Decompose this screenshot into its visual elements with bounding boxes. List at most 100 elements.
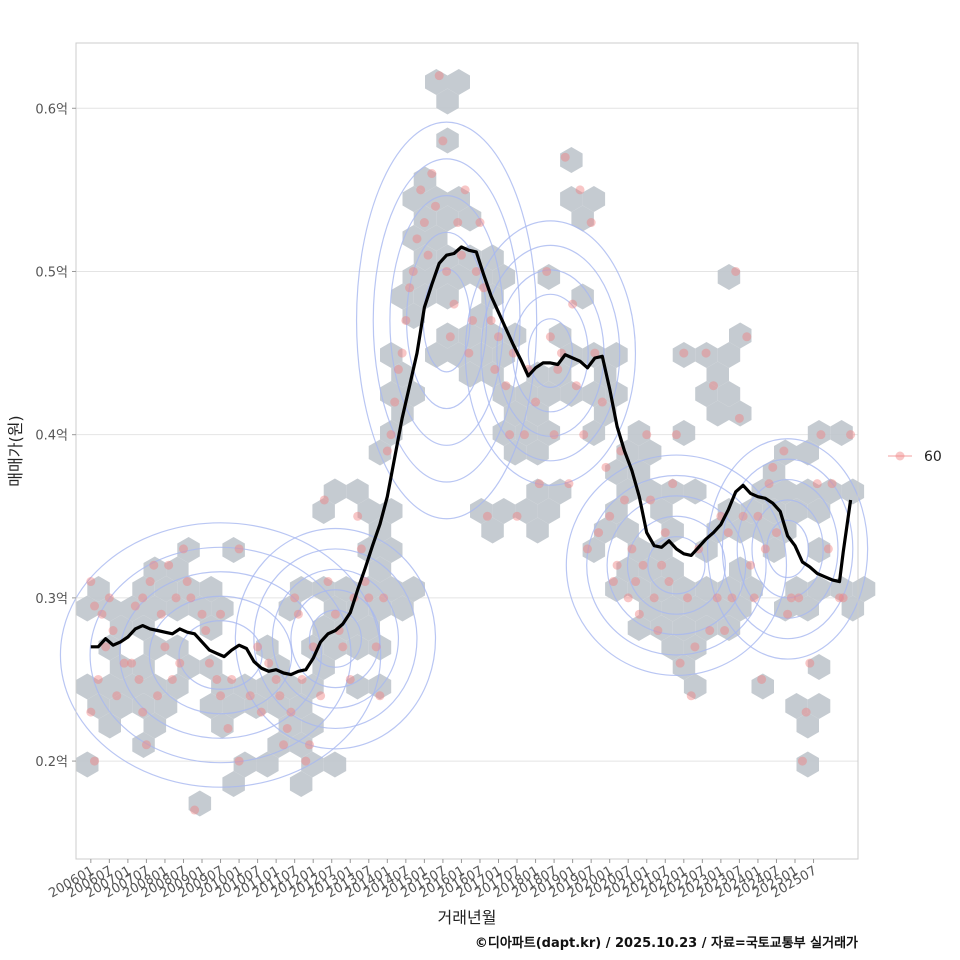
transaction-point — [90, 756, 100, 766]
hexbin-cell — [774, 478, 797, 505]
hexbin-cell — [672, 342, 696, 368]
transaction-point — [138, 707, 148, 717]
transaction-point — [471, 266, 481, 276]
plot-frame — [75, 42, 859, 860]
hexbin-cell — [368, 556, 392, 583]
hexbin-cell — [447, 342, 470, 368]
hexbin-cell — [143, 673, 167, 700]
hexbin-cell — [638, 478, 662, 505]
hexbin-cell — [807, 498, 831, 524]
hexbin-cell — [729, 517, 752, 544]
hexbin-cell — [87, 693, 110, 719]
hexbin-cell — [605, 342, 628, 368]
transaction-point — [427, 169, 437, 179]
transaction-point — [282, 723, 292, 733]
transaction-point — [679, 348, 689, 358]
hexbin-cell — [346, 673, 369, 700]
transaction-point — [234, 544, 244, 554]
hexbin-cell — [301, 712, 324, 739]
transaction-point — [204, 658, 214, 668]
hexbin-cell — [413, 205, 437, 232]
contour-line — [751, 499, 824, 599]
transaction-point — [256, 707, 266, 717]
hexbin-cell — [199, 654, 223, 680]
transaction-point — [438, 136, 448, 146]
transaction-point — [797, 756, 807, 766]
transaction-point — [308, 642, 318, 652]
hexbin-cell — [436, 283, 459, 310]
hexbin-cell — [729, 322, 752, 349]
hexbin-cell — [785, 693, 808, 719]
transaction-point — [468, 315, 478, 325]
hexbin-cell — [762, 537, 786, 563]
transaction-point — [216, 691, 226, 701]
transaction-point — [623, 593, 633, 603]
transaction-point — [634, 609, 644, 619]
hexbin-cell — [289, 771, 313, 797]
transaction-point — [671, 430, 681, 440]
transaction-point — [449, 299, 459, 309]
transaction-point — [253, 642, 263, 652]
hexbin-cell — [537, 420, 561, 446]
hexbin-cell — [188, 595, 212, 622]
transaction-point — [582, 544, 592, 554]
transaction-point — [749, 593, 759, 603]
transaction-point — [182, 577, 192, 587]
transaction-point — [675, 658, 685, 668]
hexbin-cell — [87, 576, 110, 602]
hexbin-cell — [380, 381, 403, 407]
hexbin-cell — [672, 420, 696, 446]
transaction-point — [482, 511, 492, 521]
hexbin-cell — [323, 478, 347, 505]
transaction-point — [160, 642, 170, 652]
contour-line — [59, 522, 382, 788]
hexbin-cell — [807, 693, 831, 719]
hexbin-cell — [380, 576, 403, 602]
transaction-point — [216, 609, 226, 619]
hexbin-cell — [121, 595, 144, 622]
transaction-point — [823, 544, 833, 554]
hexbin-cell — [762, 459, 786, 485]
transaction-point — [301, 756, 311, 766]
transaction-point — [805, 658, 815, 668]
hexbin-cell — [796, 439, 819, 466]
transaction-point — [286, 707, 296, 717]
hexbin-cell — [199, 615, 223, 641]
transaction-point — [164, 560, 174, 570]
transaction-point — [104, 593, 114, 603]
transaction-point — [683, 593, 693, 603]
hexbin-cell — [391, 595, 414, 622]
transaction-point — [86, 577, 96, 587]
hexbin-cell — [717, 342, 741, 368]
hexbin-cell — [627, 420, 651, 446]
contour-line — [586, 474, 767, 656]
hexbin-cell — [672, 576, 696, 602]
hexbin-cell — [515, 498, 538, 524]
hexbin-cell — [436, 88, 459, 115]
hexbin-cell — [402, 303, 425, 329]
hexbin-cell — [819, 478, 842, 505]
transaction-point — [201, 626, 211, 636]
hexbin-cell — [425, 225, 448, 251]
hexbin-cell — [672, 654, 696, 680]
transaction-point — [494, 332, 504, 342]
hexbin-cell — [695, 576, 718, 602]
hexbin-cell — [593, 517, 617, 544]
hexbin-cell — [346, 595, 369, 622]
contour-line — [271, 568, 400, 709]
hexbin-cell — [222, 537, 245, 563]
transaction-point — [590, 348, 600, 358]
hexbin-cell — [717, 381, 741, 407]
hexbin-cell — [413, 166, 437, 193]
transaction-point — [560, 152, 570, 162]
transaction-point — [382, 446, 392, 456]
hexbin-cell — [334, 576, 358, 602]
hexbin-cell — [357, 615, 380, 641]
transaction-point — [597, 397, 607, 407]
transaction-point — [156, 609, 166, 619]
transaction-point — [390, 397, 400, 407]
hexbin-cell — [256, 751, 279, 778]
transaction-point — [786, 593, 796, 603]
transaction-point — [519, 430, 529, 440]
hexbin-cell — [391, 283, 414, 310]
